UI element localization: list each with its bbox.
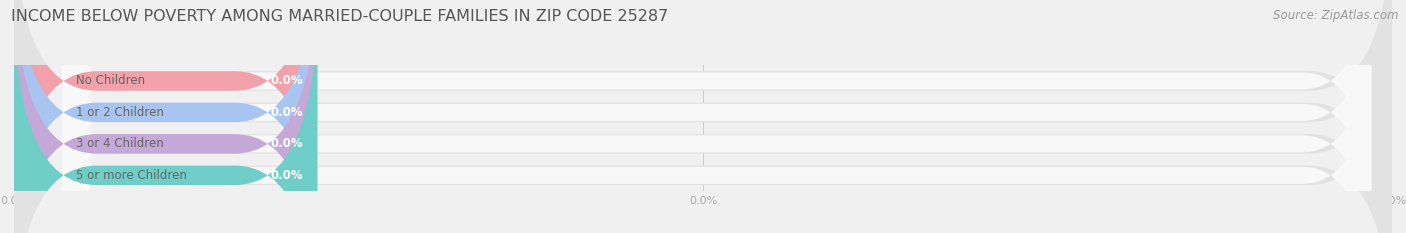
FancyBboxPatch shape (62, 0, 1371, 230)
Text: INCOME BELOW POVERTY AMONG MARRIED-COUPLE FAMILIES IN ZIP CODE 25287: INCOME BELOW POVERTY AMONG MARRIED-COUPL… (11, 9, 668, 24)
Text: 1 or 2 Children: 1 or 2 Children (76, 106, 165, 119)
FancyBboxPatch shape (14, 0, 1392, 233)
FancyBboxPatch shape (62, 27, 1371, 233)
FancyBboxPatch shape (62, 0, 1371, 233)
Text: 0.0%: 0.0% (271, 106, 304, 119)
Text: Source: ZipAtlas.com: Source: ZipAtlas.com (1274, 9, 1399, 22)
Text: 0.0%: 0.0% (271, 169, 304, 182)
FancyBboxPatch shape (14, 0, 1392, 233)
Text: 0.0%: 0.0% (271, 137, 304, 150)
FancyBboxPatch shape (14, 0, 318, 233)
Text: 3 or 4 Children: 3 or 4 Children (76, 137, 165, 150)
FancyBboxPatch shape (14, 0, 318, 233)
Text: No Children: No Children (76, 75, 145, 87)
Text: 5 or more Children: 5 or more Children (76, 169, 187, 182)
FancyBboxPatch shape (62, 0, 1371, 233)
FancyBboxPatch shape (14, 0, 318, 233)
FancyBboxPatch shape (14, 0, 1392, 233)
FancyBboxPatch shape (14, 0, 1392, 233)
FancyBboxPatch shape (14, 0, 318, 233)
Text: 0.0%: 0.0% (271, 75, 304, 87)
